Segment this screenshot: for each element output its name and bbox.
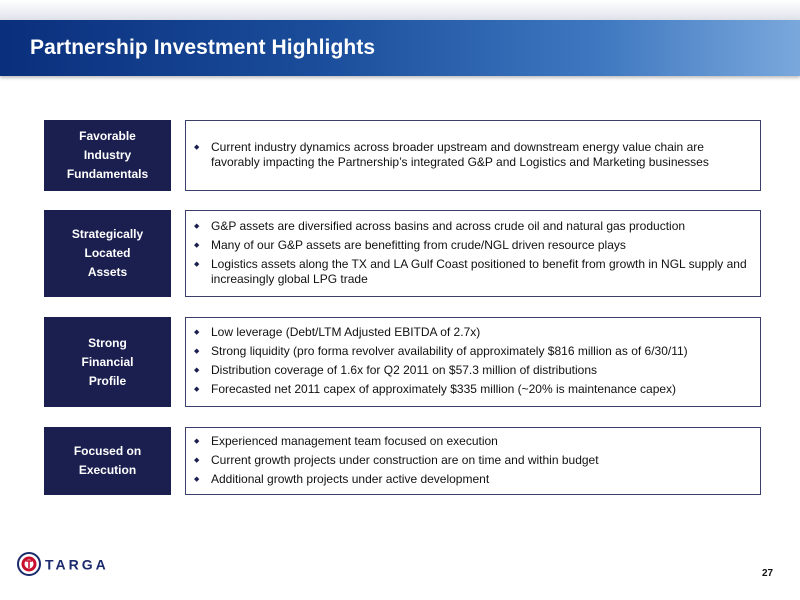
- top-band: [0, 0, 800, 20]
- bullet-text: Distribution coverage of 1.6x for Q2 201…: [211, 363, 597, 377]
- bullet-text: Strong liquidity (pro forma revolver ava…: [211, 344, 688, 358]
- row-label-line: Strong: [88, 335, 127, 350]
- row-content: ◆ Experienced management team focused on…: [185, 427, 761, 495]
- highlight-row-assets: Strategically Located Assets ◆ G&P asset…: [44, 210, 763, 297]
- bullet-text: Low leverage (Debt/LTM Adjusted EBITDA o…: [211, 325, 481, 339]
- row-label-line: Located: [84, 246, 131, 260]
- diamond-bullet-icon: ◆: [194, 367, 200, 374]
- row-label: Strong Financial Profile: [44, 317, 171, 407]
- diamond-bullet-icon: ◆: [194, 386, 200, 393]
- title-bar: Partnership Investment Highlights: [0, 20, 800, 76]
- bullet-item: ◆ Distribution coverage of 1.6x for Q2 2…: [194, 363, 750, 378]
- highlight-row-industry: Favorable Industry Fundamentals ◆ Curren…: [44, 120, 763, 191]
- bullet-item: ◆ Low leverage (Debt/LTM Adjusted EBITDA…: [194, 325, 750, 340]
- bullet-item: ◆ Additional growth projects under activ…: [194, 472, 750, 487]
- row-label-line: Focused on: [73, 444, 142, 458]
- row-content: ◆ Low leverage (Debt/LTM Adjusted EBITDA…: [185, 317, 761, 407]
- diamond-bullet-icon: ◆: [194, 260, 200, 268]
- highlight-row-execution: Focused on Execution ◆ Experienced manag…: [44, 427, 763, 495]
- diamond-bullet-icon: ◆: [194, 348, 200, 355]
- bullet-item: ◆ Current industry dynamics across broad…: [194, 140, 750, 170]
- row-label-line: Financial: [81, 354, 134, 369]
- diamond-bullet-icon: ◆: [194, 329, 200, 336]
- page-title: Partnership Investment Highlights: [30, 36, 376, 59]
- highlight-row-financial: Strong Financial Profile ◆ Low leverage …: [44, 317, 763, 407]
- diamond-bullet-icon: ◆: [194, 241, 200, 249]
- diamond-bullet-icon: ◆: [194, 475, 200, 483]
- row-content: ◆ G&P assets are diversified across basi…: [185, 210, 761, 297]
- row-label-line: Profile: [88, 373, 127, 388]
- row-label-line: Assets: [87, 265, 128, 279]
- logo-text: TARGA: [45, 557, 109, 573]
- bullet-text: Current industry dynamics across broader…: [211, 139, 709, 169]
- bullet-item: ◆ Strong liquidity (pro forma revolver a…: [194, 344, 750, 359]
- bullet-text: Additional growth projects under active …: [211, 471, 490, 486]
- diamond-bullet-icon: ◆: [194, 437, 200, 445]
- targa-logo: TARGA: [17, 552, 109, 576]
- row-label: Strategically Located Assets: [44, 210, 171, 297]
- bullet-text: Logistics assets along the TX and LA Gul…: [211, 256, 747, 286]
- page-number: 27: [762, 568, 774, 579]
- diamond-bullet-icon: ◆: [194, 456, 200, 464]
- bullet-text: Current growth projects under constructi…: [211, 452, 599, 467]
- row-label-line: Fundamentals: [66, 167, 149, 181]
- bullet-text: G&P assets are diversified across basins…: [211, 218, 686, 233]
- bullet-text: Forecasted net 2011 capex of approximate…: [211, 382, 677, 396]
- row-label-line: Industry: [83, 148, 132, 162]
- row-label: Focused on Execution: [44, 427, 171, 495]
- bullet-item: ◆ Many of our G&P assets are benefitting…: [194, 238, 750, 253]
- bullet-item: ◆ Logistics assets along the TX and LA G…: [194, 257, 750, 287]
- diamond-bullet-icon: ◆: [194, 222, 200, 230]
- row-label: Favorable Industry Fundamentals: [44, 120, 171, 191]
- bullet-text: Many of our G&P assets are benefitting f…: [211, 237, 626, 252]
- bullet-item: ◆ Forecasted net 2011 capex of approxima…: [194, 382, 750, 397]
- row-label-line: Favorable: [79, 129, 136, 143]
- bullet-item: ◆ Current growth projects under construc…: [194, 453, 750, 468]
- bullet-item: ◆ Experienced management team focused on…: [194, 434, 750, 449]
- targa-logo-icon: [17, 552, 41, 576]
- bullet-text: Experienced management team focused on e…: [211, 433, 498, 448]
- row-label-line: Strategically: [71, 227, 144, 241]
- row-label-line: Execution: [78, 463, 137, 477]
- row-content: ◆ Current industry dynamics across broad…: [185, 120, 761, 191]
- bullet-item: ◆ G&P assets are diversified across basi…: [194, 219, 750, 234]
- diamond-bullet-icon: ◆: [194, 143, 200, 151]
